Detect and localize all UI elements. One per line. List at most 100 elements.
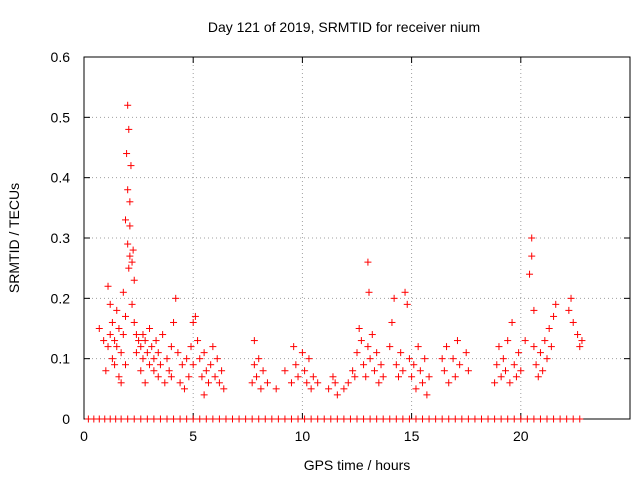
data-point bbox=[119, 331, 127, 339]
data-point bbox=[365, 288, 373, 296]
data-point bbox=[294, 373, 302, 381]
data-point bbox=[443, 343, 451, 351]
data-point bbox=[423, 391, 431, 399]
data-point bbox=[174, 349, 182, 357]
data-point bbox=[399, 415, 407, 423]
data-point bbox=[159, 331, 167, 339]
data-point bbox=[137, 415, 145, 423]
data-point bbox=[377, 361, 385, 369]
data-point bbox=[451, 415, 459, 423]
data-point bbox=[154, 349, 162, 357]
data-point bbox=[314, 415, 322, 423]
data-point bbox=[320, 415, 328, 423]
data-point bbox=[119, 288, 127, 296]
data-point bbox=[218, 367, 226, 375]
data-point bbox=[95, 325, 103, 332]
data-point bbox=[257, 385, 265, 393]
data-point bbox=[410, 361, 418, 369]
data-point bbox=[493, 361, 501, 369]
data-point bbox=[170, 415, 178, 423]
data-point bbox=[255, 415, 263, 423]
data-point bbox=[176, 379, 184, 387]
data-point bbox=[222, 415, 230, 423]
data-point bbox=[307, 415, 315, 423]
data-point bbox=[528, 252, 536, 260]
data-point bbox=[534, 373, 542, 381]
data-point bbox=[137, 343, 145, 351]
data-point bbox=[405, 415, 413, 423]
data-point bbox=[491, 379, 499, 387]
data-point bbox=[124, 240, 132, 248]
data-point bbox=[530, 415, 538, 423]
data-point bbox=[143, 349, 151, 357]
data-point bbox=[499, 355, 507, 363]
data-point bbox=[132, 331, 140, 339]
data-point bbox=[368, 331, 376, 339]
data-point bbox=[287, 379, 295, 387]
data-point bbox=[294, 415, 302, 423]
grid-lines bbox=[84, 57, 630, 419]
data-point bbox=[565, 306, 573, 314]
data-point bbox=[194, 337, 202, 345]
data-point bbox=[379, 373, 387, 381]
data-point bbox=[115, 373, 123, 381]
data-point bbox=[111, 361, 119, 369]
data-point bbox=[117, 379, 125, 387]
data-point bbox=[567, 294, 575, 302]
data-point bbox=[364, 258, 372, 266]
data-point bbox=[510, 415, 518, 423]
data-point bbox=[209, 415, 217, 423]
data-point bbox=[165, 367, 173, 375]
data-point bbox=[464, 367, 472, 375]
data-point bbox=[167, 343, 175, 351]
data-point bbox=[373, 415, 381, 423]
data-point bbox=[502, 367, 510, 375]
data-point bbox=[167, 373, 175, 381]
data-point bbox=[375, 379, 383, 387]
data-point bbox=[150, 415, 158, 423]
data-point bbox=[130, 318, 138, 326]
data-point bbox=[172, 294, 180, 302]
data-point bbox=[292, 361, 300, 369]
data-point bbox=[132, 349, 140, 357]
x-tick-label: 15 bbox=[404, 428, 420, 444]
data-point bbox=[121, 312, 129, 320]
data-point bbox=[331, 379, 339, 387]
data-point bbox=[578, 337, 586, 345]
data-point bbox=[357, 337, 365, 345]
data-point bbox=[425, 373, 433, 381]
y-tick-label: 0.2 bbox=[51, 290, 71, 306]
data-point bbox=[170, 318, 178, 326]
data-point bbox=[504, 337, 512, 345]
data-point bbox=[229, 415, 237, 423]
data-point bbox=[403, 300, 411, 308]
data-point bbox=[215, 415, 223, 423]
data-point bbox=[458, 415, 466, 423]
data-point bbox=[419, 379, 427, 387]
x-tick-label: 0 bbox=[80, 428, 88, 444]
data-point bbox=[325, 385, 333, 393]
data-point bbox=[128, 300, 136, 308]
x-tick-label: 20 bbox=[513, 428, 529, 444]
data-point bbox=[255, 355, 263, 363]
data-point bbox=[563, 415, 571, 423]
data-point bbox=[100, 337, 108, 345]
data-point bbox=[108, 318, 116, 326]
data-point bbox=[124, 101, 132, 109]
data-point bbox=[156, 361, 164, 369]
data-point bbox=[207, 361, 215, 369]
data-point bbox=[408, 373, 416, 381]
data-point bbox=[399, 367, 407, 375]
data-point bbox=[362, 373, 370, 381]
data-point bbox=[497, 373, 505, 381]
data-point bbox=[287, 415, 295, 423]
data-point bbox=[495, 343, 503, 351]
data-point bbox=[301, 415, 309, 423]
data-point bbox=[213, 355, 221, 363]
data-point bbox=[543, 355, 551, 363]
data-point bbox=[148, 343, 156, 351]
data-point bbox=[211, 373, 219, 381]
data-point bbox=[462, 349, 470, 357]
y-axis-label: SRMTID / TECUs bbox=[6, 183, 22, 293]
